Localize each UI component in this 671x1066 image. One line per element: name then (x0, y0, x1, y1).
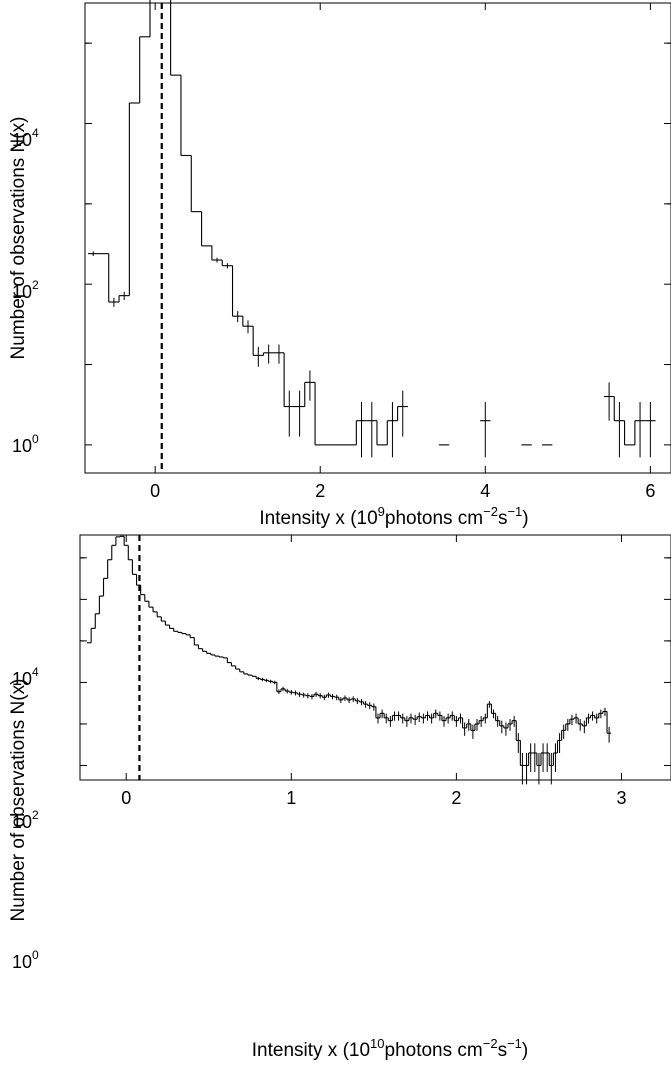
top-y-axis-title: Number of observations N(x) (8, 117, 29, 360)
bottom-x-axis-title: Intensity x (1010photons cm−2s−1) (252, 1036, 528, 1061)
bottom-y-tick-labels: 104 102 100 (12, 665, 39, 972)
top-y-tick-labels: 104 102 100 (12, 126, 39, 456)
bottom-histogram (87, 535, 612, 785)
x-tick-label: 2 (315, 481, 325, 501)
top-x-tick-labels: 0 2 4 6 (150, 481, 655, 501)
bottom-ytick-label-2: 102 (12, 808, 39, 832)
bottom-x-tick-labels: 0 1 2 3 (121, 788, 626, 808)
top-histogram (88, 0, 656, 458)
x-tick-label: 4 (480, 481, 490, 501)
top-x-axis-title: Intensity x (109photons cm−2s−1) (259, 504, 528, 529)
top-x-tick-marks (154, 3, 651, 473)
x-tick-label: 2 (451, 788, 461, 808)
top-ytick-label-2: 102 (12, 278, 39, 302)
top-y-tick-marks (85, 42, 671, 446)
bottom-ytick-label-4: 104 (12, 665, 39, 689)
bottom-ytick-label-0: 100 (12, 948, 39, 972)
top-ytick-label-0: 100 (12, 432, 39, 456)
x-tick-label: 6 (645, 481, 655, 501)
bottom-plot-frame (79, 534, 671, 781)
x-tick-label: 0 (121, 788, 131, 808)
x-tick-label: 3 (616, 788, 626, 808)
top-ytick-label-4: 104 (12, 126, 39, 150)
top-plot-frame (84, 2, 671, 474)
bottom-y-tick-marks (80, 557, 671, 766)
top-chart: 104 102 100 0 2 4 6 Number of observations … (8, 0, 671, 529)
x-tick-label: 0 (150, 481, 160, 501)
bottom-x-tick-marks (125, 535, 622, 780)
x-tick-label: 1 (286, 788, 296, 808)
bottom-chart: 104 102 100 0 1 2 3 Number of observations … (8, 534, 671, 1061)
bottom-y-axis-title: Number of observations N(x) (8, 679, 29, 922)
